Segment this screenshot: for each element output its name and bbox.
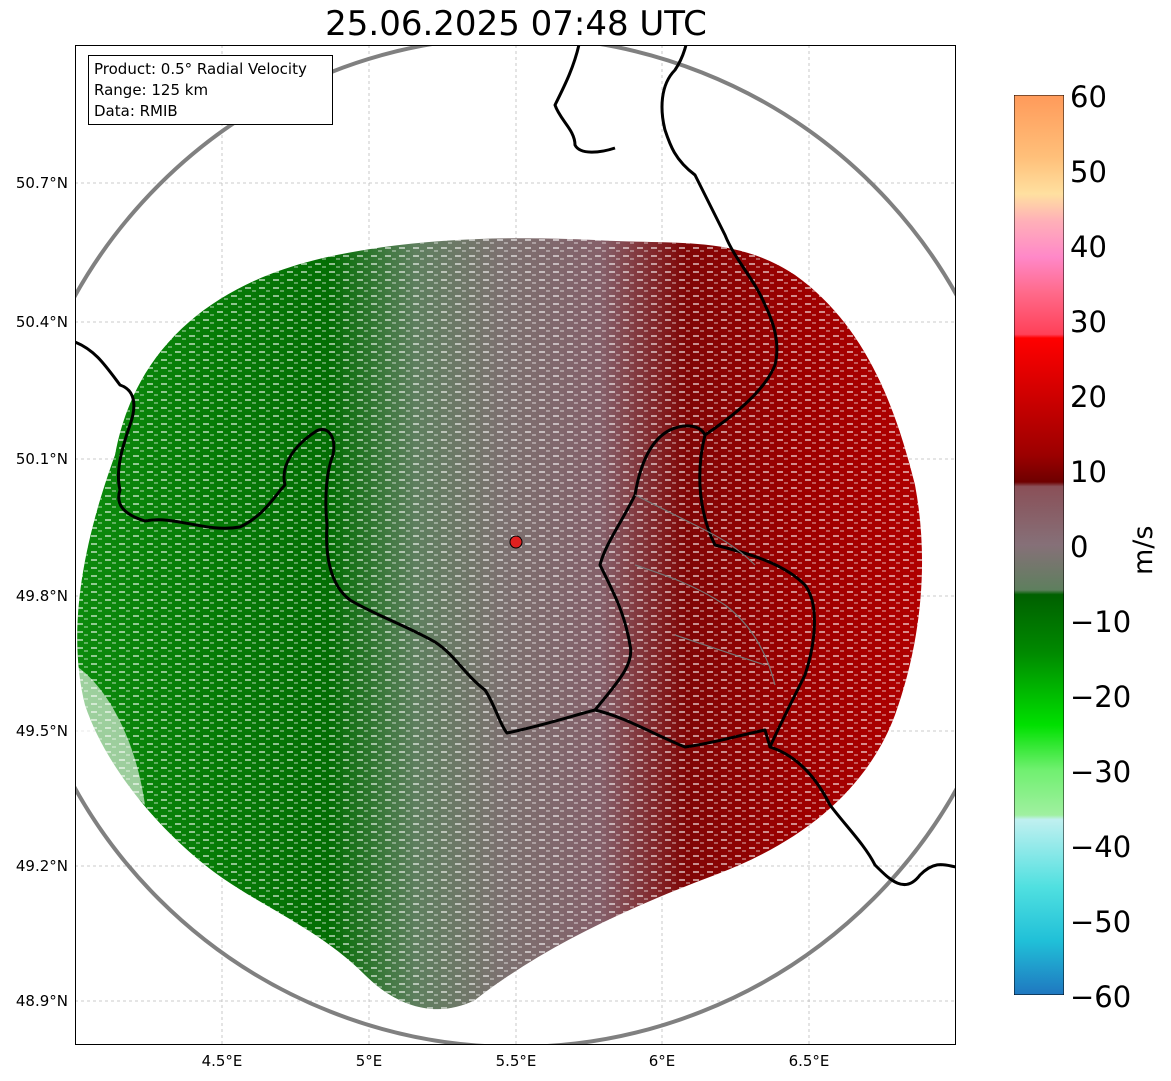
colorbar-tick-label: −60: [1070, 980, 1132, 1014]
colorbar-tick-label: 60: [1070, 80, 1107, 114]
lon-tick-label: 4.5°E: [201, 1052, 243, 1070]
colorbar-tick-label: −20: [1070, 680, 1132, 714]
info-box: Product: 0.5° Radial Velocity Range: 125…: [88, 55, 333, 125]
info-product: Product: 0.5° Radial Velocity: [94, 60, 307, 78]
radar-site-marker: [509, 535, 523, 549]
lat-tick-label: 50.7°N: [15, 174, 68, 192]
info-data-source: Data: RMIB: [94, 102, 178, 120]
colorbar-tick-label: 50: [1070, 155, 1107, 189]
lat-tick-label: 49.2°N: [15, 857, 68, 875]
velocity-field: [75, 238, 923, 1010]
colorbar-tick-label: −40: [1070, 830, 1132, 864]
lat-tick-label: 50.1°N: [15, 450, 68, 468]
colorbar: [1014, 95, 1064, 995]
colorbar-tick-label: −50: [1070, 905, 1132, 939]
colorbar-tick-label: −10: [1070, 605, 1132, 639]
lat-tick-label: 50.4°N: [15, 313, 68, 331]
info-range: Range: 125 km: [94, 81, 209, 99]
country-borders: [75, 45, 956, 887]
colorbar-tick-label: 40: [1070, 230, 1107, 264]
radar-map: [75, 45, 956, 1045]
region-borders: [634, 494, 776, 686]
colorbar-unit-label: m/s: [1128, 525, 1159, 575]
lon-tick-label: 6.5°E: [788, 1052, 830, 1070]
lon-tick-label: 5°E: [355, 1052, 383, 1070]
colorbar-tick-label: 10: [1070, 455, 1107, 489]
colorbar-tick-label: −30: [1070, 755, 1132, 789]
colorbar-tick-label: 0: [1070, 530, 1089, 564]
colorbar-tick-label: 30: [1070, 305, 1107, 339]
colorbar-tick-label: 20: [1070, 380, 1107, 414]
lat-tick-label: 49.8°N: [15, 587, 68, 605]
chart-title: 25.06.2025 07:48 UTC: [325, 4, 707, 44]
lat-tick-label: 48.9°N: [15, 992, 68, 1010]
lon-tick-label: 6°E: [648, 1052, 676, 1070]
lat-tick-label: 49.5°N: [15, 722, 68, 740]
lon-tick-label: 5.5°E: [495, 1052, 537, 1070]
